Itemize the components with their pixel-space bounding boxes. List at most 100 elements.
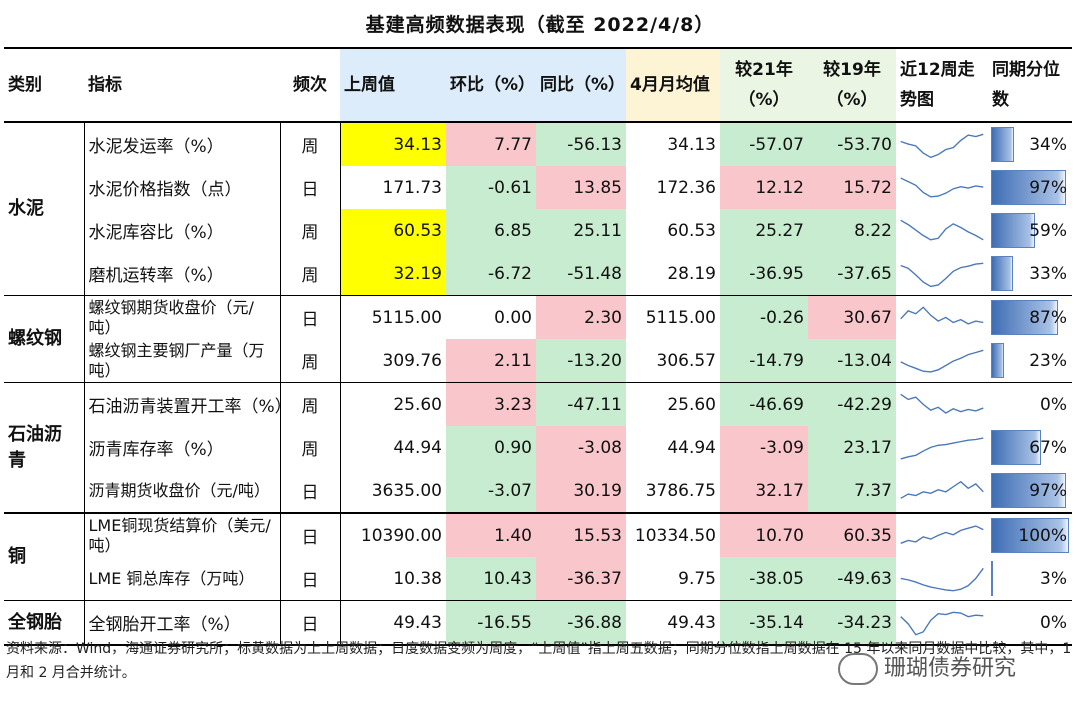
frequency-cell: 周 <box>279 252 341 296</box>
month-avg-cell: 44.94 <box>667 437 716 458</box>
yoy-cell: 25.11 <box>536 209 626 252</box>
sparkline-line <box>900 219 984 241</box>
watermark: 珊瑚债券研究 <box>838 650 1016 685</box>
indicator-cell: 螺纹钢主要钢厂产量（万吨） <box>84 339 280 383</box>
last-week-cell: 25.60 <box>393 394 442 415</box>
sparkline <box>900 176 984 198</box>
sparkline <box>900 349 984 373</box>
percentile-label: 59% <box>1029 220 1067 241</box>
month-avg-cell: 25.60 <box>667 394 716 415</box>
category-cell: 水泥 <box>4 122 85 296</box>
vs21-cell: 25.27 <box>720 209 808 252</box>
table-row: 水泥 水泥发运率（%）周 34.13 7.77 -56.13 34.13 -57.07 -53… <box>4 122 1072 296</box>
wow-cell: 0.00 <box>494 307 532 328</box>
indicator-cell: LME 铜总库存（万吨） <box>84 557 280 601</box>
header-month-avg: 4月月均值 <box>626 47 720 123</box>
month-avg-cell: 28.19 <box>626 252 720 296</box>
percentile-bar <box>991 127 1014 162</box>
header-percentile: 同期分位数 <box>988 47 1072 123</box>
sparkline <box>900 133 984 158</box>
percentile-label: 100% <box>1018 525 1067 546</box>
percentile-label: 34% <box>1029 134 1067 155</box>
table-row: 铜 LME铜现货结算价（美元/吨）日 10390.00 1.40 15.53 10334.… <box>4 513 1072 601</box>
indicator-cell: 水泥发运率（%） <box>88 137 224 157</box>
yoy-cell: -47.11 <box>536 382 626 426</box>
month-avg-cell: 172.36 <box>656 177 716 198</box>
wow-cell: 10.43 <box>446 557 536 601</box>
percentile-bar <box>991 473 1067 508</box>
sparkline <box>900 567 984 591</box>
header-vs21: 较21年（%） <box>720 47 808 123</box>
percentile-label: 97% <box>1029 177 1067 198</box>
watermark-text: 珊瑚债券研究 <box>884 656 1017 681</box>
vs19-cell: -34.23 <box>808 600 896 646</box>
percentile-cell: 3% <box>988 557 1072 601</box>
sparkline-cell <box>896 339 988 383</box>
vs19-cell: 7.37 <box>808 469 896 514</box>
percentile-cell: 23% <box>988 339 1072 383</box>
header-last-week: 上周值 <box>340 47 446 123</box>
sparkline <box>900 219 984 241</box>
last-week-cell: 309.76 <box>340 339 446 383</box>
header-yoy: 同比（%） <box>536 47 626 123</box>
month-avg-cell: 60.53 <box>667 220 716 241</box>
table-row: 水泥价格指数（点） 日 171.73 -0.61 13.85 172.36 12.12 15.… <box>4 166 1072 209</box>
vs21-cell: -0.26 <box>720 295 808 339</box>
percentile-bar <box>991 256 1013 291</box>
frequency-cell: 周 <box>279 382 341 426</box>
sparkline <box>900 262 984 287</box>
frequency-cell: 日 <box>279 469 341 514</box>
yoy-cell: -13.20 <box>536 339 626 383</box>
source-note: 资料来源：Wind，海通证券研究所；标黄数据为上上周数据；日度数据变频为周度，“… <box>6 641 1072 681</box>
table-row: LME 铜总库存（万吨）日 10.38 10.43 -36.37 9.75 -38.05-… <box>4 557 1072 601</box>
sparkline-line <box>900 262 984 287</box>
vs21-cell: -36.95 <box>720 252 808 296</box>
last-week-cell: 3635.00 <box>340 469 446 514</box>
frequency-cell: 日 <box>279 600 341 646</box>
vs21-cell: 12.12 <box>720 166 808 209</box>
percentile-label: 3% <box>1040 568 1067 589</box>
data-table: 类别 指标 频次 上周值 环比（%） 同比（%） 4月月均值 较21年（%） 较… <box>4 47 1072 646</box>
vs21-cell: 10.70 <box>720 513 808 557</box>
month-avg-cell: 306.57 <box>626 339 720 383</box>
sparkline-cell <box>896 209 988 252</box>
percentile-cell: 97% <box>988 166 1072 209</box>
sparkline-line <box>900 436 984 460</box>
indicator-cell: 磨机运转率（%） <box>84 252 280 296</box>
yoy-cell: -3.08 <box>536 426 626 469</box>
month-avg-cell: 49.43 <box>626 600 720 646</box>
percentile-label: 0% <box>1040 394 1067 415</box>
sparkline-line <box>900 611 984 636</box>
vs19-cell: -53.70 <box>808 122 896 166</box>
indicator-cell: 石油沥青装置开工率（%） <box>88 397 281 417</box>
sparkline-line <box>900 305 984 325</box>
percentile-bar <box>991 561 993 596</box>
category-cell: 铜 <box>4 513 85 601</box>
sparkline-line <box>900 567 984 591</box>
indicator-cell: 水泥库容比（%） <box>88 223 224 243</box>
header-row: 类别 指标 频次 上周值 环比（%） 同比（%） 4月月均值 较21年（%） 较… <box>4 47 1072 123</box>
percentile-bar <box>991 213 1035 248</box>
last-week-cell: 44.94 <box>393 437 442 458</box>
table-row: 螺纹钢主要钢厂产量（万吨）周 309.76 2.11 -13.20 306.57 -14.… <box>4 339 1072 383</box>
sparkline <box>900 393 984 414</box>
percentile-bar <box>991 430 1042 465</box>
frequency-cell: 周 <box>279 339 341 383</box>
category-cell: 全钢胎 <box>4 600 85 646</box>
sparkline-cell <box>896 383 988 427</box>
wow-cell: -0.61 <box>446 166 536 209</box>
indicator-cell: 沥青期货收盘价（元/吨） <box>84 469 280 514</box>
month-avg-cell: 10334.50 <box>634 525 716 546</box>
month-avg-cell: 3786.75 <box>626 469 720 514</box>
frequency-cell: 周 <box>279 122 341 166</box>
last-week-cell: 10.38 <box>340 557 446 601</box>
vs21-cell: -14.79 <box>720 339 808 383</box>
category-cell: 螺纹钢 <box>4 295 85 383</box>
vs19-cell: -49.63 <box>808 557 896 601</box>
yoy-cell: 15.53 <box>536 513 626 557</box>
sparkline-line <box>900 176 984 198</box>
sparkline-cell <box>896 252 988 296</box>
vs19-cell: 15.72 <box>808 166 896 209</box>
sparkline-cell <box>896 600 988 646</box>
indicator-cell: LME铜现货结算价（美元/吨） <box>88 515 271 555</box>
